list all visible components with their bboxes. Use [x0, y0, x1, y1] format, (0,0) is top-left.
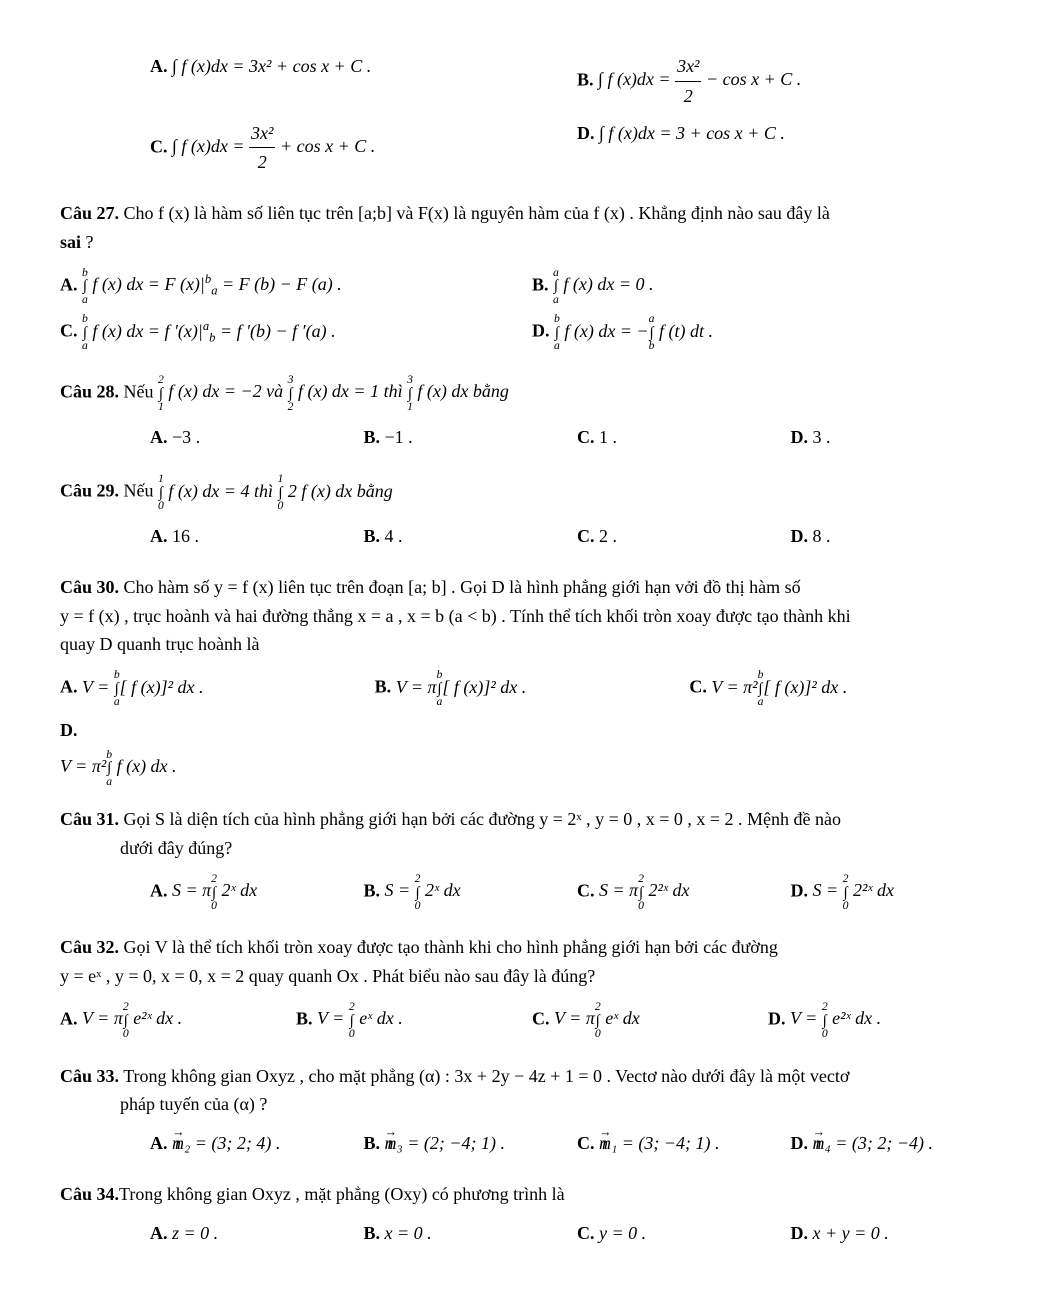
q30-opt-d-label: D. [60, 712, 1004, 749]
q33-opt-c: C. nn₁ = (3; −4; 1) . [577, 1125, 791, 1162]
q33-opt-d: D. nn₄ = (3; 2; −4) . [791, 1125, 1005, 1162]
q31-opt-c: C. S = π2∫0 2²ˣ dx [577, 869, 791, 916]
q28-label: Câu 28. [60, 381, 119, 401]
q32-opt-b: B. V = 2∫0 eˣ dx . [296, 997, 532, 1044]
q29-label: Câu 29. [60, 481, 119, 501]
question-33: Câu 33. Trong không gian Oxyz , cho mặt … [60, 1062, 1004, 1162]
pre-question-options: A. ∫ f (x)dx = 3x² + cos x + C . B. ∫ f … [60, 48, 1004, 181]
q31-opt-a: A. S = π2∫0 2ˣ dx [150, 869, 364, 916]
q30-opt-d-body: V = π²b∫a f (x) dx . [60, 749, 1004, 788]
question-30: Câu 30. Cho hàm số y = f (x) liên tục tr… [60, 573, 1004, 787]
q34-opt-d: D. x + y = 0 . [791, 1215, 1005, 1252]
q32-opt-c: C. V = π2∫0 eˣ dx [532, 997, 768, 1044]
q32-opt-d: D. V = 2∫0 e²ˣ dx . [768, 997, 1004, 1044]
q27-label: Câu 27. [60, 203, 119, 223]
opt-d: D. ∫ f (x)dx = 3 + cos x + C . [577, 115, 1004, 182]
q34-opt-a: A. z = 0 . [150, 1215, 364, 1252]
q31-opt-d: D. S = 2∫0 2²ˣ dx [791, 869, 1005, 916]
question-31: Câu 31. Gọi S là diện tích của hình phẳn… [60, 805, 1004, 915]
q27-opt-c: C. b∫a f (x) dx = f ′(x)|ab = f ′(b) − f… [60, 309, 532, 356]
q30-opt-b: B. V = πb∫a[ f (x)]² dx . [375, 665, 690, 712]
q33-opt-a: A. nn₂ = (3; 2; 4) . [150, 1125, 364, 1162]
q32-opt-a: A. V = π2∫0 e²ˣ dx . [60, 997, 296, 1044]
opt-b: B. ∫ f (x)dx = 3x²2 − cos x + C . [577, 48, 1004, 115]
question-34: Câu 34.Trong không gian Oxyz , mặt phẳng… [60, 1180, 1004, 1252]
q27-opt-a: A. b∫a f (x) dx = F (x)|ba = F (b) − F (… [60, 263, 532, 310]
question-28: Câu 28. Nếu 2∫1 f (x) dx = −2 và 3∫2 f (… [60, 374, 1004, 455]
q33-label: Câu 33. [60, 1066, 119, 1086]
q27-opt-b: B. a∫a f (x) dx = 0 . [532, 263, 1004, 310]
q29-opt-c: C. 2 . [577, 518, 791, 555]
opt-c: C. ∫ f (x)dx = 3x²2 + cos x + C . [150, 115, 577, 182]
question-27: Câu 27. Cho f (x) là hàm số liên tục trê… [60, 199, 1004, 356]
q28-opt-c: C. 1 . [577, 419, 791, 456]
q31-opt-b: B. S = 2∫0 2ˣ dx [364, 869, 578, 916]
q29-opt-a: A. 16 . [150, 518, 364, 555]
opt-a: A. ∫ f (x)dx = 3x² + cos x + C . [150, 48, 577, 115]
question-32: Câu 32. Gọi V là thể tích khối tròn xoay… [60, 933, 1004, 1043]
q34-label: Câu 34. [60, 1184, 119, 1204]
q29-opt-d: D. 8 . [791, 518, 1005, 555]
question-29: Câu 29. Nếu 1∫0 f (x) dx = 4 thì 1∫0 2 f… [60, 473, 1004, 554]
q28-opt-b: B. −1 . [364, 419, 578, 456]
q30-opt-a: A. V = b∫a[ f (x)]² dx . [60, 665, 375, 712]
q28-opt-d: D. 3 . [791, 419, 1005, 456]
q33-opt-b: B. nn₃ = (2; −4; 1) . [364, 1125, 578, 1162]
q27-opt-d: D. b∫a f (x) dx = −a∫b f (t) dt . [532, 309, 1004, 356]
q31-label: Câu 31. [60, 809, 119, 829]
q34-opt-c: C. y = 0 . [577, 1215, 791, 1252]
q30-label: Câu 30. [60, 577, 119, 597]
q32-label: Câu 32. [60, 937, 119, 957]
q29-opt-b: B. 4 . [364, 518, 578, 555]
q28-opt-a: A. −3 . [150, 419, 364, 456]
q34-opt-b: B. x = 0 . [364, 1215, 578, 1252]
q30-opt-c: C. V = π²b∫a[ f (x)]² dx . [689, 665, 1004, 712]
